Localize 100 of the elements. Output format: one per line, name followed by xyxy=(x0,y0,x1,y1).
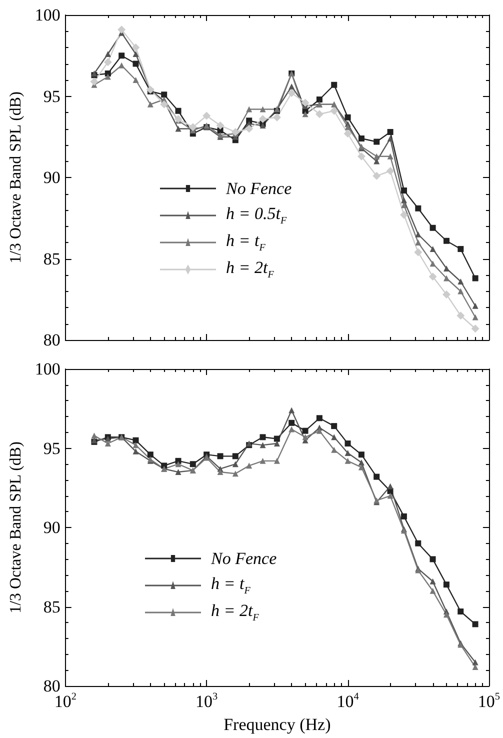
point xyxy=(288,420,295,426)
point xyxy=(387,136,394,142)
point xyxy=(315,110,324,118)
point xyxy=(472,621,478,628)
point xyxy=(118,26,126,34)
point xyxy=(104,440,111,446)
y-tick-label: 80 xyxy=(43,676,60,696)
point xyxy=(245,124,254,133)
point xyxy=(344,130,352,138)
point xyxy=(443,266,450,272)
point xyxy=(160,100,168,108)
point xyxy=(232,470,238,477)
point xyxy=(288,407,295,414)
legend-label: h = t$_{F}$ xyxy=(226,231,266,254)
point xyxy=(288,84,295,90)
point xyxy=(472,664,478,670)
point xyxy=(458,246,464,252)
point xyxy=(387,492,394,499)
point xyxy=(358,460,364,466)
point xyxy=(443,582,450,588)
y-tick-label: 95 xyxy=(43,438,60,458)
point xyxy=(374,153,380,160)
point xyxy=(217,469,224,476)
point xyxy=(414,248,422,256)
point xyxy=(443,238,450,244)
point xyxy=(104,51,111,57)
point xyxy=(415,540,422,546)
y-tick-label: 90 xyxy=(43,518,60,537)
point xyxy=(372,172,381,180)
legend-label: h = t$_{F}$ xyxy=(211,574,250,597)
point xyxy=(358,136,364,142)
point xyxy=(272,113,281,122)
point xyxy=(443,612,450,618)
point xyxy=(231,128,240,136)
point xyxy=(400,202,407,208)
legend-label: h = 2t$_{F}$ xyxy=(226,258,274,281)
point xyxy=(260,106,266,112)
point xyxy=(344,114,351,120)
point xyxy=(118,52,125,59)
point xyxy=(358,464,364,470)
point xyxy=(387,129,394,135)
y-axis-title: 1/3 Octave Band SPL (dB) xyxy=(8,92,24,264)
point xyxy=(442,290,450,298)
point xyxy=(331,423,338,430)
y-tick-label: 85 xyxy=(43,597,60,616)
point xyxy=(216,122,224,130)
point xyxy=(302,111,308,118)
legend-label: No Fence xyxy=(226,178,292,198)
y-tick-label: 100 xyxy=(34,6,60,24)
point xyxy=(458,288,464,294)
point xyxy=(316,415,322,422)
point xyxy=(316,428,322,434)
legend-label: No Fence xyxy=(211,548,277,568)
point xyxy=(458,608,464,615)
point xyxy=(374,138,380,145)
point xyxy=(400,513,407,520)
point xyxy=(260,434,266,440)
point xyxy=(132,60,139,67)
y-tick-label: 100 xyxy=(34,360,60,378)
point xyxy=(260,458,266,464)
legend-label: h = 2t$_{F}$ xyxy=(211,601,259,624)
point xyxy=(458,278,464,284)
point xyxy=(132,442,139,448)
point xyxy=(472,275,478,282)
point xyxy=(415,240,422,246)
point xyxy=(147,101,154,108)
point xyxy=(331,446,338,453)
point xyxy=(104,74,111,80)
point xyxy=(344,450,351,456)
point xyxy=(330,106,338,115)
point xyxy=(132,51,139,57)
point xyxy=(428,272,437,281)
point xyxy=(190,461,196,468)
point xyxy=(387,483,394,490)
y-axis-title: 1/3 Octave Band SPL (dB) xyxy=(8,442,24,614)
point xyxy=(188,123,197,132)
point xyxy=(246,462,252,469)
point xyxy=(472,314,478,320)
point xyxy=(232,453,238,460)
point xyxy=(288,89,296,97)
point xyxy=(246,106,252,112)
point xyxy=(174,115,182,123)
y-tick-label: 95 xyxy=(43,86,60,106)
point xyxy=(331,82,338,88)
point xyxy=(132,437,139,444)
point xyxy=(415,231,422,238)
point xyxy=(316,96,322,102)
point xyxy=(132,77,139,83)
point xyxy=(357,152,366,160)
point xyxy=(161,92,168,98)
point xyxy=(387,153,394,160)
legend-label: h = 0.5t$_{F}$ xyxy=(226,204,287,227)
point xyxy=(386,167,394,175)
point xyxy=(331,434,338,440)
point xyxy=(288,426,295,432)
point xyxy=(258,115,267,123)
point xyxy=(175,461,182,468)
point xyxy=(274,440,280,446)
x-axis-title: Frequency (Hz) xyxy=(224,715,331,734)
point xyxy=(415,205,422,212)
